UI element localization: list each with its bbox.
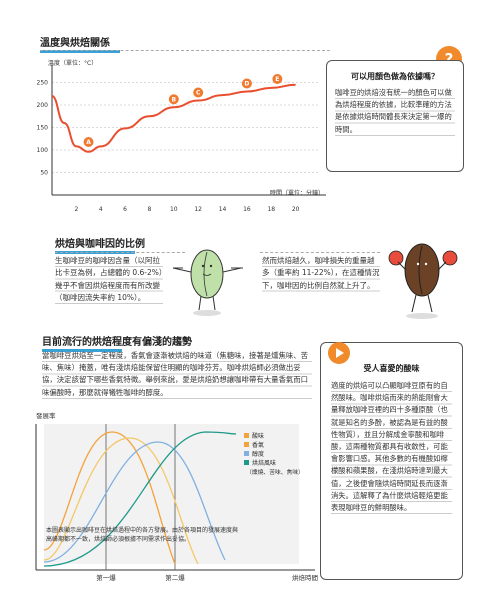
svg-text:D: D [244, 81, 249, 88]
y-tick-label: 200 [37, 102, 49, 109]
acidity-box-title: 受人喜愛的酸味 [363, 364, 420, 373]
section-title-text: 目前流行的烘焙程度有偏淺的趨勢 [42, 337, 192, 348]
temperature-curve [51, 83, 296, 153]
play-icon [328, 342, 350, 364]
section-title-text: 烘焙與咖啡因的比例 [55, 239, 145, 250]
marker-c: C [193, 87, 204, 98]
title-underline [40, 50, 120, 53]
legend-item: 酸味 [244, 432, 264, 440]
y-tick-label: 50 [40, 170, 48, 177]
temperature-chart: 50 100 150 200 250 2 4 6 8 10 12 14 16 18 20 A B C D E 溫度（… [37, 59, 326, 213]
x-axis-label: 時間（單位：分鐘） [270, 189, 324, 197]
x-tick-label: 2 [74, 206, 78, 213]
y-tick-label: 150 [37, 125, 49, 132]
svg-text:酸味: 酸味 [252, 432, 264, 440]
x-tick-label: 4 [99, 206, 103, 213]
roasted-bean-illustration [388, 243, 458, 319]
svg-text:烘焙風味: 烘焙風味 [252, 459, 276, 467]
legend-item: 烘焙風味 [244, 459, 276, 467]
legend-subtext: （燻燒、苦味、焦味） [246, 468, 304, 476]
y-tick-label: 250 [37, 80, 49, 87]
svg-text:B: B [172, 96, 177, 103]
divider [40, 50, 330, 51]
y-axis-label: 溫度（單位：°C） [48, 59, 97, 67]
x-tick-label: 20 [292, 206, 300, 213]
section-title-temperature: 溫度與烘焙關係 [40, 34, 120, 53]
caffeine-right-text: 然而烘焙越久，咖啡損失的重量越多（重率約 11-22%），在這種情況下，咖啡因的… [262, 255, 380, 293]
svg-text:香氣: 香氣 [252, 441, 264, 449]
x-tick-first-crack: 第一爆 [96, 573, 116, 582]
svg-text:E: E [275, 76, 279, 83]
x-tick-label: 8 [148, 206, 152, 213]
x-tick-label: 12 [194, 206, 202, 213]
chart-note: 本圖表顯示出咖啡豆在烘焙過程中的各方發展。由於各項目的發展速度與高峰期都不一致，… [46, 527, 239, 543]
acidity-box-text: 適度的烘焙可以凸顯咖啡豆原有的自然酸味。咖啡烘焙而來的熱能剛會大量釋放咖啡豆裡的… [331, 380, 452, 515]
marker-e: E [272, 74, 283, 84]
x-axis-label: 烘焙時間 [292, 573, 318, 582]
y-axis-label: 發展率 [36, 411, 56, 420]
x-tick-label: 14 [219, 206, 227, 213]
trend-text: 當咖啡豆烘焙至一定程度，香氣會逐漸被烘焙的味道（焦糖味，接著是燻焦味、苦味、焦味… [42, 350, 312, 399]
x-tick-label: 18 [267, 206, 275, 213]
info-box-title: 可以用顏色做為依據嗎？ [351, 72, 439, 81]
legend-item: 香氣 [244, 441, 264, 449]
section-title-trend: 目前流行的烘焙程度有偏淺的趨勢 [42, 333, 192, 352]
x-tick-label: 16 [243, 206, 251, 213]
divider [260, 252, 380, 253]
svg-text:醇度: 醇度 [252, 450, 264, 458]
divider [55, 252, 185, 253]
legend-item: 醇度 [244, 450, 264, 458]
green-bean-illustration [172, 249, 243, 316]
info-box: 可以用顏色做為依據嗎？ 咖啡豆的烘焙沒有統一的顏色可以做為烘焙程度的依據，比較準… [326, 60, 464, 172]
y-tick-label: 100 [37, 147, 49, 154]
x-tick-label: 6 [123, 206, 127, 213]
marker-a: A [83, 137, 94, 147]
acidity-curve [43, 431, 176, 565]
roast-flavor-curve [43, 431, 237, 567]
section-title-text: 溫度與烘焙關係 [40, 38, 110, 49]
marker-b: B [168, 94, 179, 105]
svg-text:A: A [86, 139, 91, 146]
marker-d: D [241, 78, 252, 89]
aroma-curve [43, 437, 199, 565]
section-title-caffeine: 烘焙與咖啡因的比例 [55, 235, 145, 254]
acidity-box: 受人喜愛的酸味 適度的烘焙可以凸顯咖啡豆原有的自然酸味。咖啡烘焙而來的熱能剛會大… [320, 342, 463, 580]
caffeine-left-text: 生咖啡豆的咖啡因含量（以阿拉比卡豆為例，占總體的 0.6-2%）幾乎不會因烘焙程… [55, 255, 163, 305]
svg-text:C: C [196, 90, 201, 97]
info-box-text: 咖啡豆的烘焙沒有統一的顏色可以做為烘焙程度的依據，比較準確的方法是依據烘焙時間體… [335, 87, 455, 136]
body-curve [43, 441, 226, 563]
x-tick-label: 10 [170, 206, 178, 213]
x-tick-second-crack: 第二爆 [165, 573, 185, 582]
